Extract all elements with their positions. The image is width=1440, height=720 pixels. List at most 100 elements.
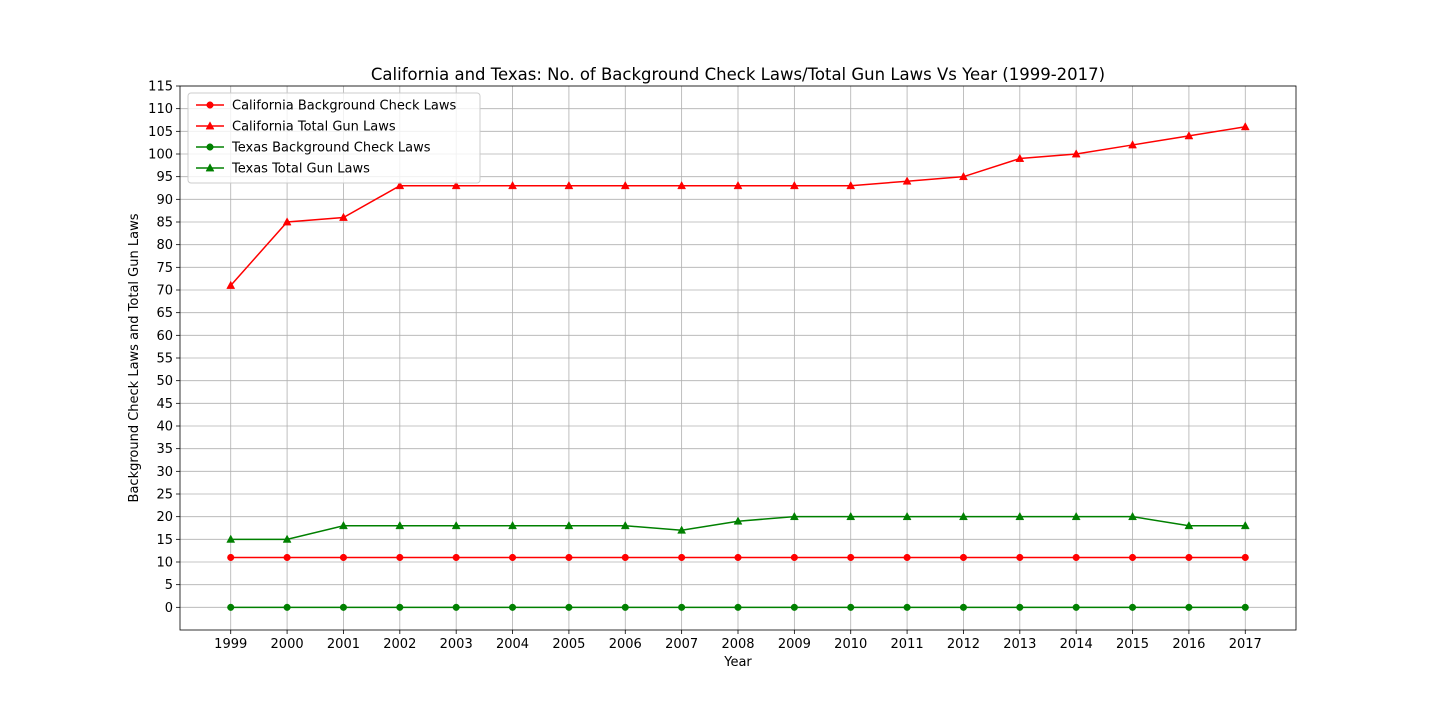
data-point: [1071, 511, 1081, 521]
y-tick-label: 115: [148, 80, 173, 95]
y-tick-label: 80: [156, 238, 173, 253]
legend-label: California Background Check Laws: [232, 99, 457, 114]
data-point: [1184, 131, 1194, 140]
legend-marker: [205, 121, 215, 130]
plot-series: [226, 122, 1250, 611]
x-tick-label: 2012: [947, 637, 980, 652]
y-tick-label: 55: [156, 352, 173, 367]
x-tick-label: 2004: [496, 637, 529, 652]
x-tick-label: 2011: [891, 637, 924, 652]
data-point: [959, 553, 968, 562]
data-point: [282, 534, 292, 543]
y-tick-label: 60: [156, 329, 173, 344]
data-point: [678, 603, 686, 611]
data-point: [508, 521, 517, 530]
y-tick-label: 35: [156, 442, 173, 457]
data-point: [1015, 153, 1025, 162]
data-point: [1185, 553, 1193, 562]
data-point: [959, 511, 968, 521]
legend-marker: [206, 101, 214, 109]
y-tick-label: 15: [156, 533, 173, 548]
data-point: [1071, 149, 1081, 158]
legend: California Background Check Laws Californ…: [187, 92, 481, 184]
data-point: [789, 181, 799, 190]
legend-label: California Total Gun Laws: [232, 120, 396, 135]
data-point: [959, 603, 968, 611]
data-point: [846, 511, 856, 521]
data-point: [283, 603, 291, 611]
y-tick-label: 45: [156, 397, 173, 412]
data-point: [508, 603, 517, 611]
data-point: [847, 553, 855, 562]
data-point: [339, 603, 348, 611]
x-tick-label: 1999: [214, 637, 247, 652]
x-tick-label: 2003: [440, 637, 473, 652]
data-point: [734, 553, 742, 562]
chart-title: California and Texas: No. of Background …: [371, 65, 1105, 84]
x-tick-label: 2001: [327, 637, 360, 652]
legend-label: Texas Background Check Laws: [231, 141, 431, 156]
legend-item: California Total Gun Laws: [196, 120, 396, 135]
data-point: [1072, 603, 1080, 611]
data-point: [282, 217, 292, 226]
data-point: [395, 181, 405, 190]
data-point: [1072, 553, 1080, 562]
series-0: [227, 553, 1249, 562]
data-point: [1128, 553, 1137, 562]
y-axis-label: Background Check Laws and Total Gun Laws: [127, 213, 142, 502]
data-point: [846, 181, 856, 190]
data-point: [734, 603, 742, 611]
y-tick-label: 70: [156, 284, 173, 299]
data-point: [396, 553, 404, 562]
data-point: [227, 553, 235, 562]
data-point: [565, 553, 573, 562]
data-point: [678, 553, 686, 562]
data-point: [1015, 511, 1025, 521]
data-point: [677, 525, 687, 534]
x-tick-label: 2008: [721, 637, 754, 652]
data-point: [227, 603, 235, 611]
legend-label: Texas Total Gun Laws: [231, 162, 370, 177]
data-point: [452, 603, 460, 611]
y-tick-label: 100: [148, 148, 173, 163]
data-point: [451, 521, 461, 530]
legend-marker: [205, 163, 215, 172]
data-point: [339, 553, 348, 562]
y-tick-label: 110: [148, 102, 173, 117]
data-point: [564, 181, 574, 190]
x-tick-label: 2002: [383, 637, 416, 652]
x-tick-label: 2015: [1116, 637, 1149, 652]
data-point: [508, 553, 517, 562]
data-point: [1241, 603, 1249, 611]
data-point: [508, 181, 517, 190]
data-point: [789, 511, 799, 521]
data-point: [1016, 603, 1024, 611]
x-tick-label: 2006: [609, 637, 642, 652]
data-point: [903, 553, 911, 562]
data-point: [226, 280, 236, 289]
legend-box: [187, 92, 481, 184]
data-point: [451, 181, 461, 190]
y-tick-label: 0: [165, 601, 173, 616]
x-tick-label: 2017: [1229, 637, 1262, 652]
data-point: [283, 553, 291, 562]
data-point: [1240, 521, 1250, 530]
data-point: [903, 603, 911, 611]
data-point: [677, 181, 687, 190]
data-point: [339, 521, 348, 530]
y-tick-label: 105: [148, 125, 173, 140]
y-tick-label: 5: [165, 578, 173, 593]
data-point: [226, 534, 236, 543]
data-point: [452, 553, 460, 562]
data-point: [620, 521, 630, 530]
data-point: [847, 603, 855, 611]
data-point: [902, 176, 912, 185]
data-point: [790, 603, 798, 611]
series-1: [226, 122, 1250, 289]
data-point: [1016, 553, 1024, 562]
data-point: [564, 521, 574, 530]
y-tick-label: 65: [156, 306, 173, 321]
legend-item: Texas Background Check Laws: [196, 141, 431, 156]
data-point: [1128, 511, 1137, 521]
